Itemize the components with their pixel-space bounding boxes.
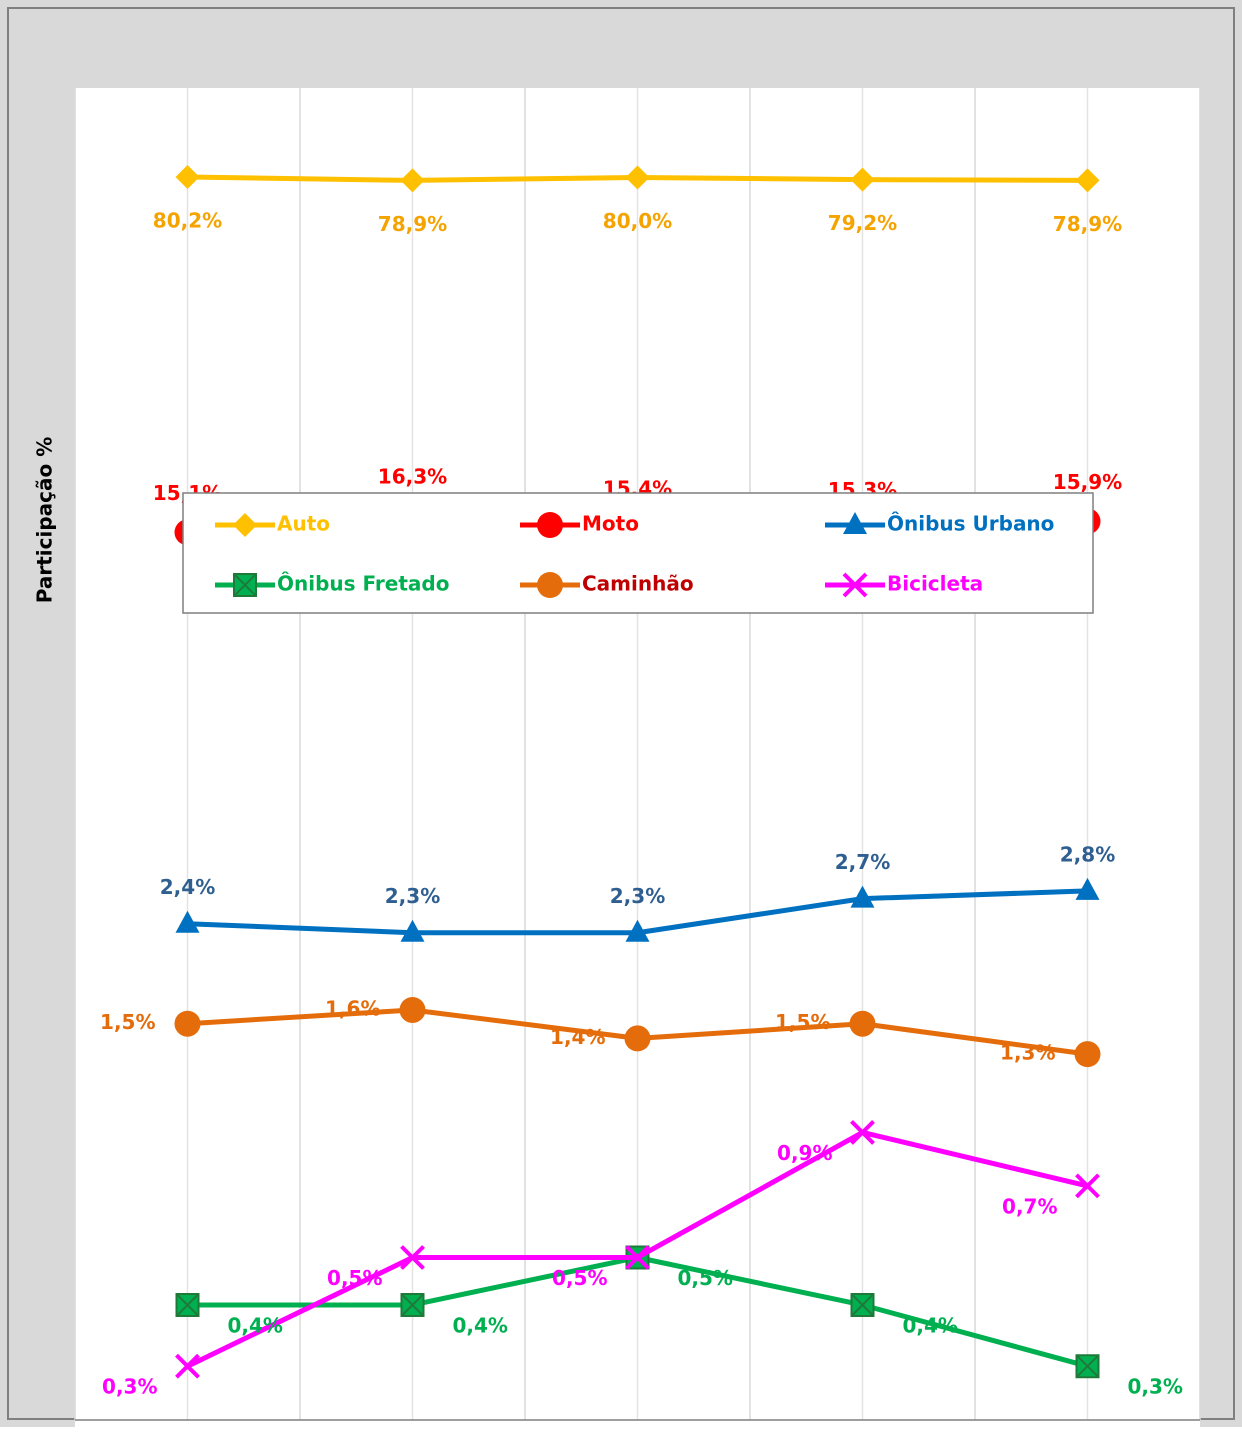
data-label: 2,7% xyxy=(835,850,890,874)
legend-label: Auto xyxy=(277,512,330,536)
marker xyxy=(1075,1354,1100,1379)
data-label: 2,3% xyxy=(610,884,665,908)
data-label: 0,9% xyxy=(777,1141,832,1165)
data-label: 1,5% xyxy=(100,1010,155,1034)
data-label: 0,3% xyxy=(1128,1375,1183,1399)
marker xyxy=(850,1119,875,1145)
legend-label: Bicicleta xyxy=(887,572,983,596)
data-label: 80,2% xyxy=(153,208,222,232)
data-label: 0,5% xyxy=(327,1266,382,1290)
marker xyxy=(400,1245,425,1270)
legend-label: Caminhão xyxy=(582,572,694,596)
marker xyxy=(233,513,257,537)
data-label: 15,9% xyxy=(1053,470,1122,494)
data-label: 1,3% xyxy=(1000,1041,1055,1065)
data-label: 0,3% xyxy=(102,1375,157,1399)
data-label: 16,3% xyxy=(378,465,447,489)
y-axis-label: Participação % xyxy=(33,437,57,604)
marker xyxy=(625,1245,650,1270)
marker xyxy=(849,1010,876,1037)
data-label: 0,5% xyxy=(678,1266,733,1290)
marker xyxy=(233,573,257,597)
marker xyxy=(175,1353,200,1379)
marker xyxy=(1075,877,1100,900)
data-label: 0,7% xyxy=(1002,1194,1057,1218)
marker xyxy=(1074,1041,1101,1068)
data-label: 0,4% xyxy=(228,1313,283,1337)
marker xyxy=(400,168,425,193)
data-label: 78,9% xyxy=(378,212,447,236)
data-label: 2,4% xyxy=(160,875,215,899)
legend: Auto Moto Ônibus Urbano Ônibus Fretado Camin… xyxy=(215,512,1054,598)
data-label: 0,4% xyxy=(453,1313,508,1337)
marker xyxy=(850,885,875,908)
data-label: 1,6% xyxy=(325,996,380,1020)
marker xyxy=(175,910,200,933)
marker xyxy=(842,572,868,598)
marker xyxy=(850,1292,875,1317)
data-label: 0,4% xyxy=(903,1313,958,1337)
data-label: 1,5% xyxy=(775,1010,830,1034)
marker xyxy=(174,1010,201,1037)
marker xyxy=(537,512,563,538)
marker xyxy=(625,165,650,190)
legend-label: Ônibus Fretado xyxy=(277,572,449,596)
marker xyxy=(625,919,650,942)
legend-label: Moto xyxy=(582,512,639,536)
data-label: 2,3% xyxy=(385,884,440,908)
legend-box xyxy=(182,492,1094,614)
marker xyxy=(843,512,867,534)
marker xyxy=(1075,1173,1100,1199)
data-label: 0,5% xyxy=(552,1266,607,1290)
marker xyxy=(537,572,563,598)
data-label: 78,9% xyxy=(1053,212,1122,236)
marker xyxy=(624,1025,651,1052)
marker xyxy=(400,1292,425,1317)
data-label: 80,0% xyxy=(603,209,672,233)
data-label: 1,4% xyxy=(550,1025,605,1049)
data-label: 79,2% xyxy=(828,211,897,235)
marker xyxy=(175,164,200,189)
data-label: 2,8% xyxy=(1060,842,1115,866)
marker xyxy=(1075,168,1100,193)
marker xyxy=(850,167,875,192)
grid: 20142015201620172018 xyxy=(74,88,1201,1421)
data-labels: 80,2%78,9%80,0%79,2%78,9%15,1%16,3%15,4%… xyxy=(100,208,1183,1398)
marker xyxy=(399,996,426,1023)
marker xyxy=(400,919,425,942)
legend-label: Ônibus Urbano xyxy=(887,512,1054,536)
marker xyxy=(175,1292,200,1317)
